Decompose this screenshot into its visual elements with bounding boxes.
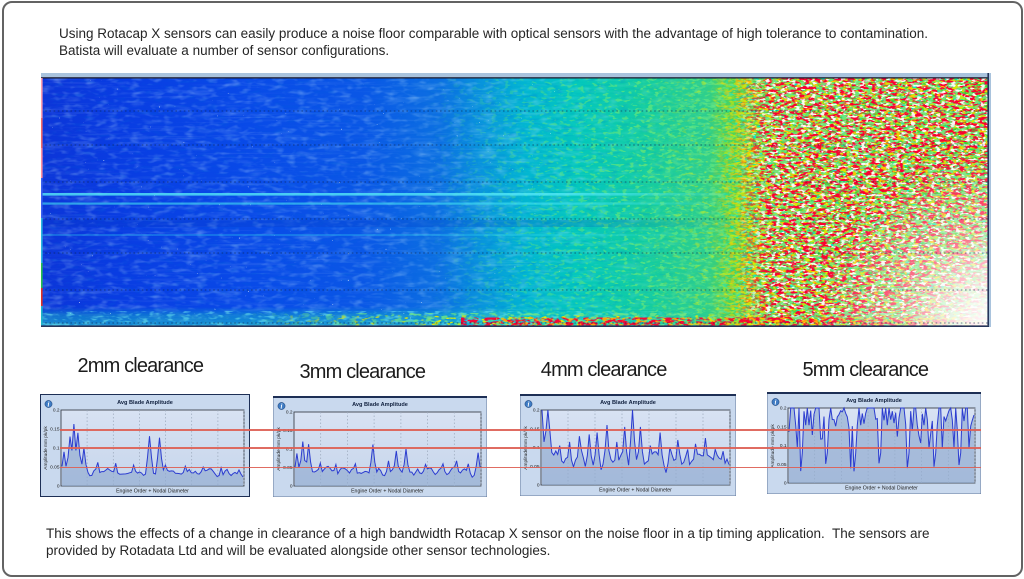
svg-text:0.15: 0.15 xyxy=(777,425,787,431)
svg-text:0.1: 0.1 xyxy=(53,446,60,452)
svg-text:0: 0 xyxy=(784,481,787,487)
svg-text:Engine Order + Nodal Diameter: Engine Order + Nodal Diameter xyxy=(116,489,189,495)
svg-text:Engine Order + Nodal Diameter: Engine Order + Nodal Diameter xyxy=(845,486,918,492)
svg-text:Amplitude mm pk/pk: Amplitude mm pk/pk xyxy=(43,426,49,470)
svg-text:0.15: 0.15 xyxy=(50,427,60,433)
svg-text:0.15: 0.15 xyxy=(283,428,293,434)
svg-text:Engine Order + Nodal Diameter: Engine Order + Nodal Diameter xyxy=(351,489,424,495)
svg-text:0.2: 0.2 xyxy=(533,408,540,414)
svg-text:0.1: 0.1 xyxy=(286,447,293,453)
svg-text:i: i xyxy=(48,401,50,408)
svg-text:0.05: 0.05 xyxy=(777,462,787,468)
svg-text:Avg Blade Amplitude: Avg Blade Amplitude xyxy=(117,400,173,406)
svg-text:i: i xyxy=(528,401,530,408)
svg-text:Avg Blade Amplitude: Avg Blade Amplitude xyxy=(600,400,656,406)
svg-text:i: i xyxy=(775,399,777,406)
svg-text:0: 0 xyxy=(537,483,540,489)
svg-text:0.2: 0.2 xyxy=(286,410,293,416)
svg-text:Amplitude mm pk/pk: Amplitude mm pk/pk xyxy=(276,427,282,471)
svg-text:0.2: 0.2 xyxy=(780,406,787,412)
svg-text:Amplitude mm pk/pk: Amplitude mm pk/pk xyxy=(770,424,776,468)
svg-text:i: i xyxy=(281,403,283,410)
svg-text:0.2: 0.2 xyxy=(53,408,60,414)
svg-text:0.1: 0.1 xyxy=(780,443,787,449)
svg-text:Engine Order + Nodal Diameter: Engine Order + Nodal Diameter xyxy=(599,488,672,494)
svg-text:0.05: 0.05 xyxy=(283,465,293,471)
svg-text:0.05: 0.05 xyxy=(50,465,60,471)
svg-text:0: 0 xyxy=(57,484,60,490)
svg-text:0: 0 xyxy=(290,484,293,490)
svg-text:Avg Blade Amplitude: Avg Blade Amplitude xyxy=(846,398,902,404)
svg-text:Avg Blade Amplitude: Avg Blade Amplitude xyxy=(352,402,408,408)
